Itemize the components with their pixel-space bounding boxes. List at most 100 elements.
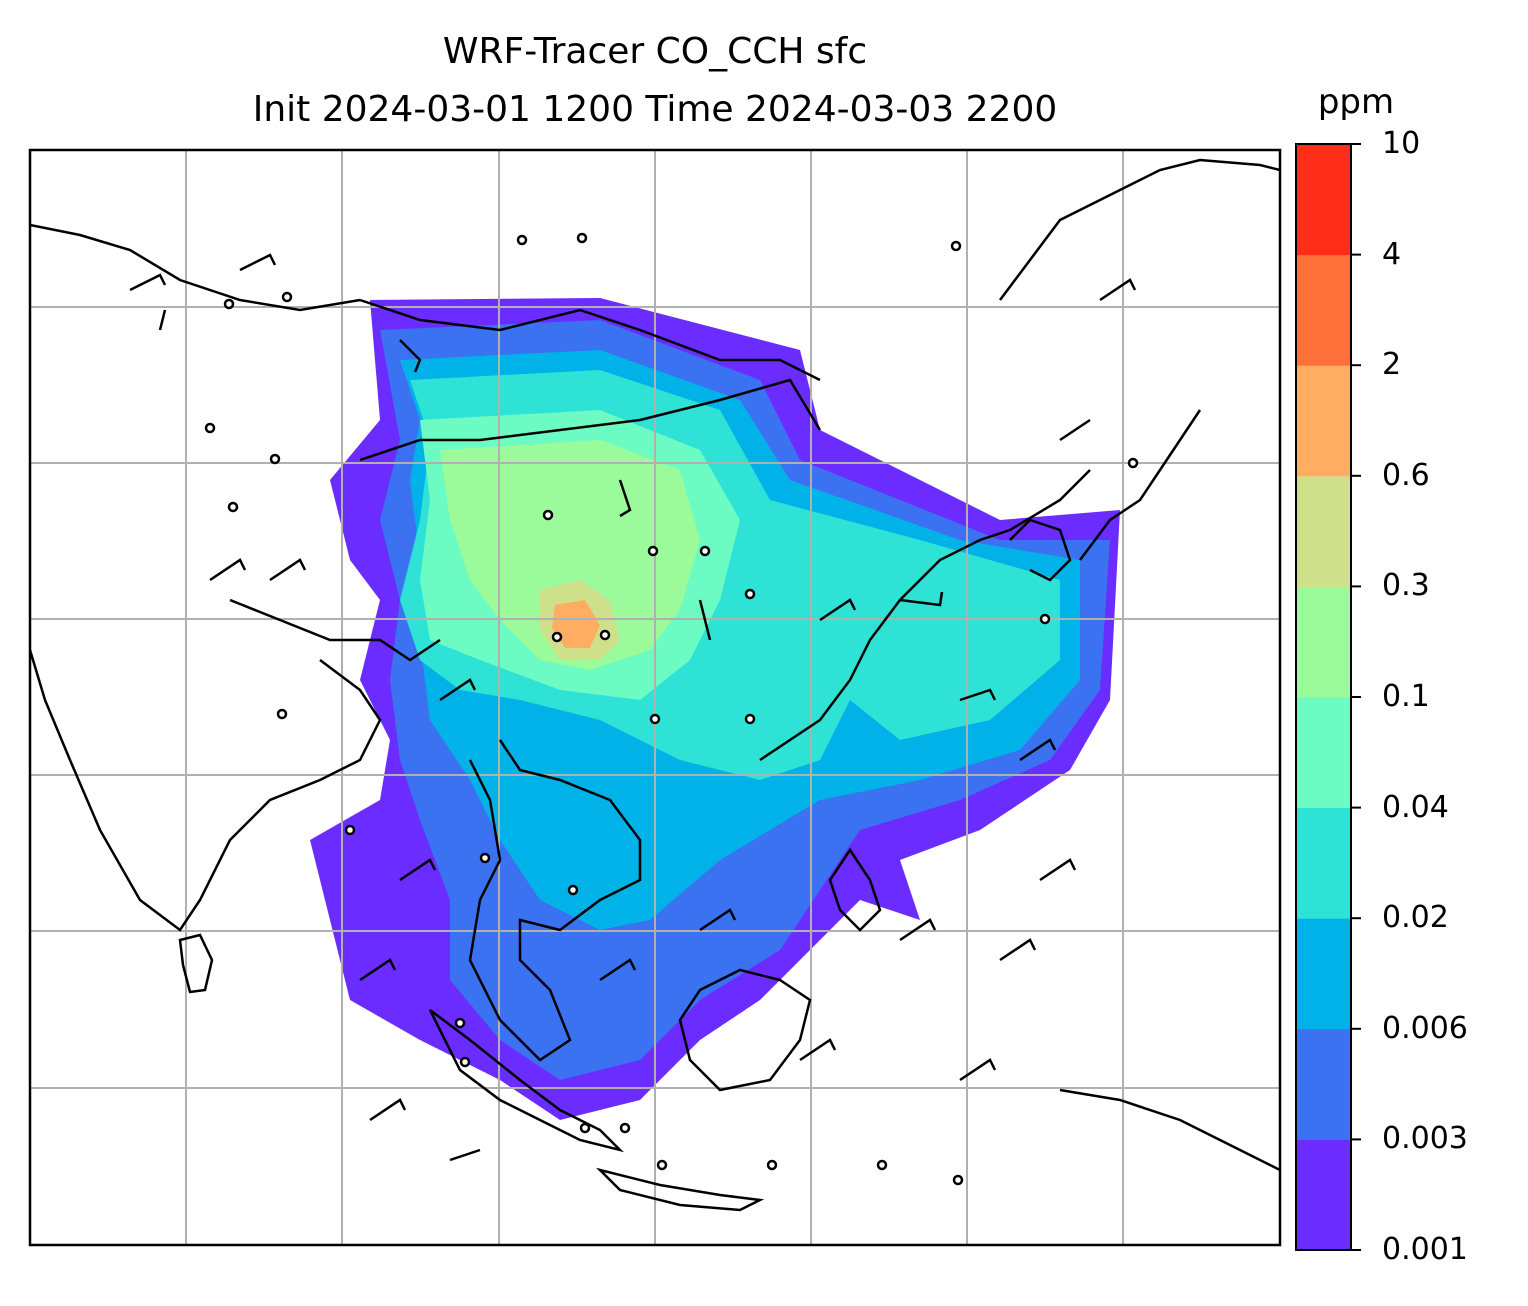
- calm-marker: [744, 713, 756, 725]
- field-level-6: [440, 440, 700, 670]
- wind-barb: [1059, 418, 1091, 442]
- coastline-new-guinea: [1059, 1088, 1280, 1172]
- colorbar-unit-label: ppm: [1317, 82, 1395, 122]
- coastline-korea: [1009, 518, 1072, 582]
- wind-barb: [899, 918, 937, 942]
- calm-marker: [542, 509, 554, 521]
- colorbar-tick-label: 0.3: [1382, 568, 1430, 604]
- wind-barb: [439, 678, 477, 702]
- coastline-china-east: [759, 469, 1091, 762]
- calm-wind-markers: [204, 232, 1139, 1186]
- calm-marker: [599, 629, 611, 641]
- calm-marker: [344, 824, 356, 836]
- field-level-8: [552, 600, 600, 648]
- calm-marker: [276, 708, 288, 720]
- calm-marker: [647, 545, 659, 557]
- wind-barb: [959, 688, 997, 702]
- calm-marker: [227, 501, 239, 513]
- wind-barb: [369, 1098, 407, 1122]
- wind-barb: [819, 598, 857, 622]
- coastline-india: [30, 649, 382, 932]
- coastline-japan: [1079, 409, 1202, 561]
- calm-marker: [567, 884, 579, 896]
- calm-marker: [656, 1159, 668, 1171]
- coastline-sri-lanka: [178, 933, 214, 994]
- colorbar-segment: [1296, 807, 1351, 919]
- wind-barb: [158, 309, 167, 331]
- wind-barb: [399, 339, 422, 373]
- colorbar-tick-label: 2: [1382, 347, 1402, 383]
- colorbar-segment: [1296, 697, 1351, 809]
- colorbar-tick-label: 10: [1382, 126, 1421, 161]
- colorbar-tick-label: 0.04: [1382, 789, 1449, 825]
- colorbar-segment: [1296, 254, 1351, 366]
- wind-barb: [698, 599, 712, 641]
- calm-marker: [223, 298, 235, 310]
- calm-marker: [876, 1159, 888, 1171]
- wind-barb: [1019, 738, 1057, 762]
- calm-marker: [619, 1122, 631, 1134]
- calm-marker: [454, 1017, 466, 1029]
- coastline-indochina: [468, 739, 642, 1062]
- colorbar-segment: [1296, 918, 1351, 1030]
- colorbar: [1295, 143, 1361, 1251]
- map-frame: [28, 148, 1282, 1247]
- coastline-philippines: [828, 847, 882, 932]
- colorbar-segment: [1296, 1139, 1351, 1251]
- border-mongolia: [359, 298, 821, 382]
- map-panel: [30, 150, 1280, 1245]
- colorbar-segment: [1296, 475, 1351, 587]
- calm-marker: [579, 1122, 591, 1134]
- gridlines: [30, 150, 1280, 1245]
- colorbar-tick-label: 0.1: [1382, 679, 1430, 714]
- calm-marker: [950, 240, 962, 252]
- calm-marker: [516, 234, 528, 246]
- calm-marker: [1127, 457, 1139, 469]
- border-china-south: [359, 378, 822, 462]
- colorbar-tick-label: 0.02: [1382, 900, 1449, 936]
- calm-marker: [459, 1056, 471, 1068]
- calm-marker: [1039, 613, 1051, 625]
- wind-barb: [799, 1038, 837, 1062]
- concentration-field: [310, 298, 1120, 1120]
- calm-marker: [766, 1159, 778, 1171]
- wind-barb: [359, 958, 397, 982]
- colorbar-tick-label: 0.003: [1382, 1121, 1468, 1157]
- wind-barb: [959, 1058, 997, 1082]
- border-northern: [30, 223, 361, 312]
- coastline-sumatra: [428, 1009, 625, 1153]
- wind-barb: [209, 558, 247, 582]
- calm-marker: [204, 422, 216, 434]
- colorbar-segment: [1296, 1028, 1351, 1140]
- calm-marker: [576, 232, 588, 244]
- coastline-borneo: [678, 968, 812, 1092]
- wind-barb: [239, 253, 277, 272]
- colorbar-segment: [1296, 144, 1351, 256]
- wind-barbs: [129, 253, 1137, 1162]
- calm-marker: [699, 545, 711, 557]
- coastline-northeast: [999, 158, 1280, 301]
- calm-marker: [281, 291, 293, 303]
- wind-barb: [999, 938, 1037, 962]
- coastline-java: [595, 1167, 765, 1212]
- colorbar-tick-label: 0.6: [1382, 457, 1430, 493]
- wind-barb: [129, 273, 167, 292]
- wind-barb: [699, 908, 737, 932]
- colorbar-tick-label: 4: [1382, 236, 1402, 272]
- wind-barb: [599, 958, 637, 982]
- wind-barb: [899, 591, 944, 607]
- chart-title-line1: WRF-Tracer CO_CCH sfc: [442, 31, 868, 72]
- colorbar-segment: [1296, 365, 1351, 477]
- wind-barb: [269, 558, 307, 582]
- wind-barb: [1039, 858, 1077, 882]
- wind-barb: [399, 858, 437, 882]
- calm-marker: [479, 852, 491, 864]
- wind-barb: [618, 479, 632, 518]
- chart-title-line2: Init 2024-03-01 1200 Time 2024-03-03 220…: [252, 89, 1058, 130]
- colorbar-tick-label: 0.001: [1382, 1232, 1468, 1267]
- wind-barb: [449, 1148, 481, 1162]
- calm-marker: [551, 631, 563, 643]
- coastlines: [30, 158, 1280, 1212]
- wind-barb: [1099, 278, 1137, 302]
